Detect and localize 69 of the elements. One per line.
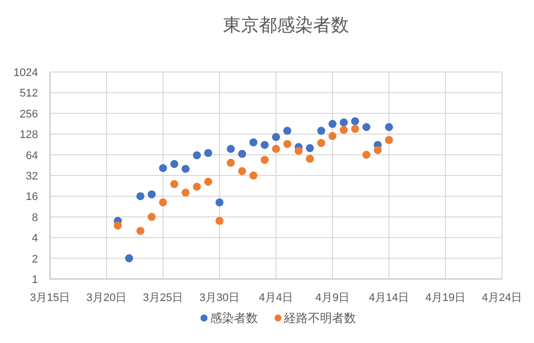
x-tick-label: 4月4日: [258, 292, 294, 304]
y-tick-label: 128: [20, 129, 38, 142]
point: [204, 148, 212, 157]
point: [283, 126, 292, 135]
point: [306, 144, 314, 152]
point: [192, 182, 201, 191]
point: [148, 212, 156, 221]
y-tick-label: 64: [26, 150, 38, 162]
point: [216, 216, 224, 225]
x-tick-label: 3月15日: [30, 292, 70, 304]
point: [249, 172, 258, 180]
x-tick-label: 3月30日: [199, 292, 240, 304]
y-tick-label: 4: [32, 232, 38, 245]
point: [272, 133, 280, 142]
y-tick-label: 512: [20, 88, 38, 100]
point: [374, 146, 382, 154]
point: [192, 151, 201, 160]
point: [351, 124, 360, 133]
point: [182, 188, 190, 197]
point: [317, 126, 326, 135]
chart-title: 東京都感染者数: [223, 15, 349, 35]
point: [283, 140, 292, 148]
point: [362, 150, 370, 159]
x-tick-label: 3月25日: [142, 292, 184, 304]
y-tick-label: 1: [32, 274, 38, 286]
point: [340, 118, 348, 126]
point: [216, 198, 224, 206]
point: [385, 136, 393, 144]
point: [238, 150, 246, 158]
y-tick-label: 32: [26, 170, 38, 182]
point: [328, 120, 336, 128]
x-tick-label: 3月20日: [86, 292, 127, 304]
x-tick-label: 4月14日: [368, 292, 410, 304]
point: [340, 126, 348, 134]
point: [226, 144, 235, 153]
y-tick-label: 16: [26, 191, 38, 204]
point: [226, 158, 235, 167]
x-tick-label: 4月24日: [482, 292, 522, 304]
point: [328, 132, 336, 140]
point: [317, 139, 326, 148]
point: [260, 140, 269, 149]
point: [306, 154, 314, 163]
point: [148, 190, 156, 198]
point: [159, 164, 167, 172]
point: [170, 160, 178, 168]
point: [385, 123, 393, 132]
point: [136, 192, 144, 200]
point: [204, 178, 212, 186]
x-tick-label: 4月19日: [425, 292, 466, 304]
y-tick-label: 2: [32, 253, 38, 266]
point: [351, 117, 360, 126]
x-tick-label: 4月9日: [315, 292, 350, 304]
point: [362, 123, 370, 132]
point: [114, 221, 122, 230]
legend-label: 経路不明者数: [283, 311, 356, 325]
point: [125, 254, 134, 262]
point: [294, 146, 303, 155]
point: [182, 164, 190, 173]
y-tick-label: 8: [32, 212, 38, 224]
point: [260, 156, 269, 164]
y-tick-label: 256: [20, 108, 38, 120]
point: [249, 138, 258, 146]
point: [136, 226, 144, 235]
point: [170, 180, 178, 188]
point: [159, 198, 167, 206]
legend-label: 感染者数: [210, 311, 258, 325]
point: [272, 144, 280, 153]
point: [238, 167, 246, 176]
y-tick-label: 1024: [14, 67, 38, 79]
